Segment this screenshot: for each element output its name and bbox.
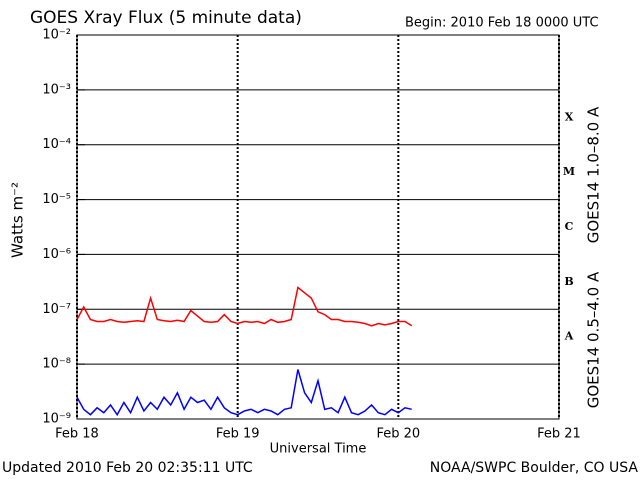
footer-updated: Updated 2010 Feb 20 02:35:11 UTC	[2, 460, 253, 476]
x-tick-label: Feb 21	[537, 427, 581, 442]
x-tick-label: Feb 18	[55, 427, 99, 442]
y-axis-label: Watts m⁻²	[9, 182, 27, 258]
x-axis-label: Universal Time	[270, 442, 367, 457]
plot-frame	[76, 34, 560, 420]
flare-class-label: X	[565, 110, 574, 123]
chart-subtitle: Begin: 2010 Feb 18 0000 UTC	[405, 16, 599, 31]
series-line	[76, 369, 412, 417]
x-tick-label: Feb 20	[376, 427, 420, 442]
footer-source: NOAA/SWPC Boulder, CO USA	[430, 460, 639, 476]
y-tick-label: 10⁻⁶	[42, 247, 71, 262]
flare-class-label: M	[563, 165, 575, 178]
y-tick-label: 10⁻⁹	[42, 412, 71, 427]
y-tick-label: 10⁻⁴	[42, 137, 71, 152]
y-tick-label: 10⁻⁵	[42, 192, 71, 207]
legend-entry: GOES14 0.5–4.0 A	[585, 271, 603, 408]
flare-class-label: A	[564, 330, 574, 343]
flare-class-label: C	[565, 220, 574, 233]
flare-class-label: B	[564, 275, 573, 288]
y-tick-label: 10⁻⁷	[42, 302, 71, 317]
y-tick-label: 10⁻²	[42, 28, 71, 43]
series-line	[76, 286, 413, 327]
chart-title: GOES Xray Flux (5 minute data)	[30, 8, 302, 28]
x-tick-label: Feb 19	[216, 427, 260, 442]
legend-entry: GOES14 1.0–8.0 A	[585, 106, 603, 243]
y-tick-label: 10⁻³	[42, 82, 71, 97]
y-tick-label: 10⁻⁸	[42, 357, 71, 372]
